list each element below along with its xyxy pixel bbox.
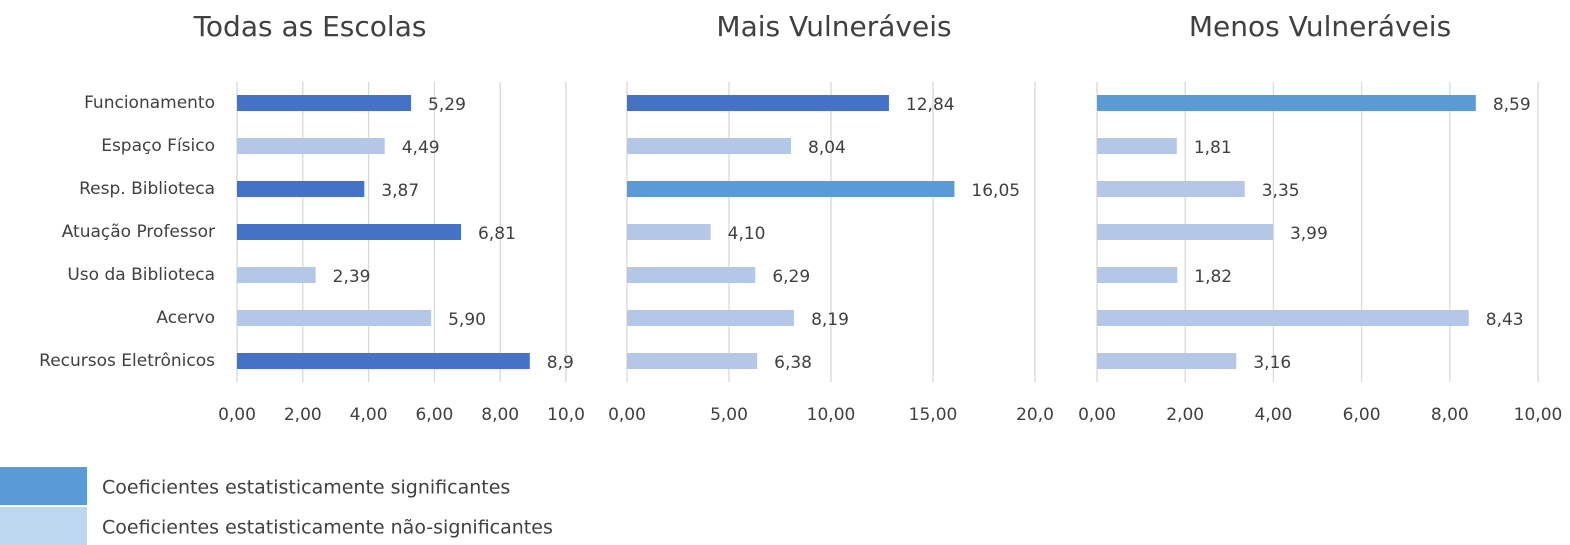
x-tick-label: 6,00 [415, 405, 453, 425]
bar [627, 138, 792, 154]
bar [237, 181, 365, 197]
x-tick-label: 6,00 [1343, 405, 1381, 425]
x-tick-label: 2,00 [284, 405, 322, 425]
value-label: 5,29 [428, 95, 466, 115]
x-tick-label: 10,00 [807, 405, 856, 425]
value-label: 1,81 [1194, 138, 1232, 158]
bar [237, 138, 385, 154]
legend-label: Coeficientes estatisticamente não-signif… [102, 517, 553, 539]
x-tick-label: 0,00 [1078, 405, 1116, 425]
value-label: 8,59 [1493, 95, 1531, 115]
category-label: Atuação Professor [62, 222, 215, 242]
value-label: 6,38 [774, 353, 812, 373]
x-tick-label: 15,00 [909, 405, 958, 425]
value-label: 6,81 [478, 224, 516, 244]
bar [237, 224, 462, 240]
bar [627, 224, 711, 240]
bar [627, 310, 795, 326]
value-label: 4,10 [728, 224, 766, 244]
bar [237, 353, 530, 369]
x-tick-label: 8,00 [481, 405, 519, 425]
x-tick-label: 0,00 [608, 405, 646, 425]
legend-swatch [0, 507, 87, 545]
x-tick-label: 10,00 [1514, 405, 1563, 425]
value-label: 5,90 [448, 310, 486, 330]
value-label: 8,04 [808, 138, 846, 158]
category-label: Resp. Biblioteca [79, 179, 215, 199]
value-label: 8,19 [811, 310, 849, 330]
x-tick-label: 8,00 [1431, 405, 1469, 425]
value-label: 16,05 [971, 181, 1020, 201]
value-label: 4,49 [402, 138, 440, 158]
bar [1097, 353, 1237, 369]
category-label: Uso da Biblioteca [67, 265, 215, 285]
value-label: 8,43 [1486, 310, 1524, 330]
category-label: Funcionamento [84, 93, 215, 113]
x-tick-label: 10,0 [547, 405, 585, 425]
chart-title: Menos Vulneráveis [1189, 10, 1451, 43]
value-label: 2,39 [333, 267, 371, 287]
value-label: 6,29 [772, 267, 810, 287]
bar [1097, 138, 1177, 154]
bar [627, 95, 889, 111]
value-label: 12,84 [906, 95, 955, 115]
x-tick-label: 5,00 [710, 405, 748, 425]
chart-title: Mais Vulneráveis [716, 10, 951, 43]
value-label: 3,87 [381, 181, 419, 201]
x-tick-label: 0,00 [218, 405, 256, 425]
bar [1097, 181, 1245, 197]
bar [1097, 267, 1178, 283]
bar [1097, 95, 1476, 111]
value-label: 1,82 [1194, 267, 1232, 287]
category-label: Acervo [156, 308, 215, 328]
chart-title: Todas as Escolas [193, 10, 427, 43]
category-label: Espaço Físico [101, 136, 215, 156]
bar [627, 181, 955, 197]
value-label: 3,16 [1253, 353, 1291, 373]
value-label: 3,35 [1262, 181, 1300, 201]
bar [237, 95, 412, 111]
category-label: Recursos Eletrônicos [39, 351, 215, 371]
bar [1097, 224, 1273, 240]
value-label: 8,9 [547, 353, 574, 373]
x-tick-label: 4,00 [1254, 405, 1292, 425]
x-tick-label: 4,00 [350, 405, 388, 425]
bar [237, 267, 316, 283]
bar [1097, 310, 1469, 326]
legend-label: Coeficientes estatisticamente significan… [102, 477, 510, 499]
bar [627, 267, 756, 283]
x-tick-label: 2,00 [1166, 405, 1204, 425]
bar [627, 353, 758, 369]
x-tick-label: 20,0 [1016, 405, 1054, 425]
bar [237, 310, 432, 326]
value-label: 3,99 [1290, 224, 1328, 244]
legend-swatch [0, 467, 87, 505]
